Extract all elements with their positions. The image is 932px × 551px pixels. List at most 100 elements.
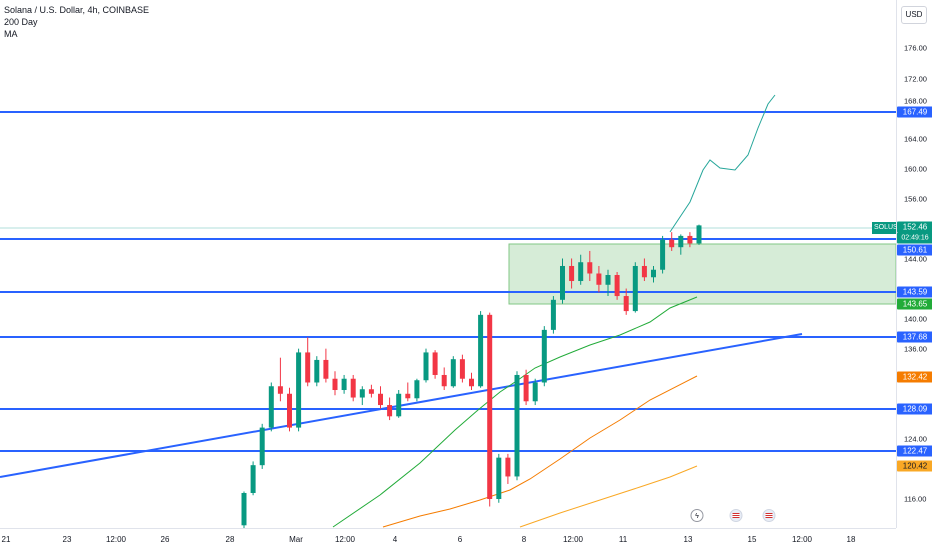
ma-yellow-badge: 120.42 — [897, 460, 932, 472]
candle-body — [550, 299, 556, 330]
candle-body — [523, 374, 529, 402]
consolidation-range-box — [508, 243, 896, 305]
candle-body — [578, 262, 584, 282]
candle-body — [296, 352, 302, 428]
candle-body — [432, 352, 438, 375]
ma-green-badge: 143.65 — [897, 298, 932, 310]
candle-body — [614, 275, 620, 297]
candle-body — [487, 314, 493, 499]
time-tick: 6 — [457, 535, 463, 544]
price-tick: 168.00 — [904, 96, 927, 106]
candle-body — [368, 389, 374, 394]
price-tick: 172.00 — [904, 74, 927, 84]
candle-body — [378, 393, 383, 406]
currency-button[interactable]: USD — [901, 6, 927, 24]
ma-orange-line — [382, 375, 698, 528]
candle-body — [259, 427, 265, 466]
candle-body — [469, 378, 474, 387]
time-tick: 12:00 — [562, 535, 584, 544]
candle-body — [277, 386, 283, 394]
indicator-label-ma[interactable]: MA — [4, 29, 18, 39]
time-tick: 15 — [747, 535, 757, 544]
projection-line — [669, 94, 776, 233]
price-badge-137: 137.68 — [897, 331, 932, 343]
us-flag-icon[interactable] — [729, 509, 743, 522]
candle-body — [541, 329, 547, 383]
time-tick: Mar — [289, 535, 303, 544]
time-tick: 12:00 — [105, 535, 127, 544]
candle-body — [459, 359, 465, 379]
time-tick: 11 — [618, 535, 628, 544]
price-chart[interactable] — [0, 0, 896, 528]
candle-body — [396, 393, 402, 417]
candle-body — [596, 273, 602, 285]
candle-body — [696, 225, 702, 244]
candle-body — [496, 457, 502, 499]
candle-body — [478, 314, 484, 387]
chart-legend: Solana / U.S. Dollar, 4h, COINBASE 200 D… — [4, 4, 149, 40]
time-tick: 8 — [521, 535, 527, 544]
time-tick: 12:00 — [334, 535, 356, 544]
price-tick: 160.00 — [904, 164, 927, 174]
candle-body — [560, 265, 565, 300]
candle-body — [350, 378, 356, 398]
time-tick: 18 — [846, 535, 856, 544]
time-axis[interactable]: 21 23 12:00 26 28 Mar 12:00 4 6 8 12:00 … — [0, 528, 896, 551]
price-axis[interactable]: USD 176.00 172.00 168.00 164.00 160.00 1… — [896, 0, 932, 528]
last-price-badge: 152.46 — [897, 221, 932, 233]
candle-body — [250, 465, 256, 493]
candle-body — [678, 235, 684, 248]
chart-area[interactable]: Solana / U.S. Dollar, 4h, COINBASE 200 D… — [0, 0, 896, 528]
price-badge-150: 150.61 — [897, 244, 932, 256]
candle-body — [414, 380, 420, 399]
candle-body — [514, 374, 520, 477]
candle-body — [241, 492, 247, 526]
candle-body — [314, 359, 320, 383]
price-tick: 164.00 — [904, 134, 927, 144]
indicator-label[interactable]: 200 Day — [4, 17, 38, 27]
symbol-tag: SOLUSD — [872, 222, 896, 234]
price-tick: 144.00 — [904, 254, 927, 264]
price-tick: 136.00 — [904, 344, 927, 354]
candlestick-series — [241, 224, 702, 528]
candle-body — [505, 457, 511, 477]
time-tick: 13 — [683, 535, 693, 544]
time-tick: 4 — [392, 535, 398, 544]
price-tick: 124.00 — [904, 434, 927, 444]
price-tick: 176.00 — [904, 43, 927, 53]
candle-body — [687, 235, 693, 244]
time-tick: 28 — [225, 535, 235, 544]
candle-body — [450, 359, 456, 387]
us-flag-icon[interactable] — [762, 509, 776, 522]
ma-yellow-line — [519, 465, 698, 528]
candle-body — [387, 405, 393, 417]
candle-body — [532, 382, 538, 402]
candle-body — [569, 265, 575, 282]
split-icon[interactable]: ϟ — [690, 509, 704, 522]
price-tick: 156.00 — [904, 194, 927, 204]
candle-body — [405, 393, 411, 399]
candle-body — [651, 269, 656, 278]
price-badge-143: 143.59 — [897, 286, 932, 298]
price-tick: 116.00 — [904, 494, 927, 504]
price-badge-122: 122.47 — [897, 445, 932, 457]
candle-body — [632, 265, 638, 312]
candle-body — [587, 262, 593, 274]
time-tick: 23 — [62, 535, 72, 544]
candle-body — [305, 352, 311, 383]
candle-body — [669, 239, 675, 248]
candle-body — [359, 389, 365, 398]
candle-body — [441, 374, 447, 387]
candle-body — [605, 275, 611, 285]
candle-body — [323, 359, 329, 379]
ma-orange-badge: 132.42 — [897, 371, 932, 383]
time-tick: 26 — [160, 535, 170, 544]
price-badge-128: 128.09 — [897, 403, 932, 415]
countdown-badge: 02:49:16 — [897, 232, 932, 244]
symbol-title[interactable]: Solana / U.S. Dollar, 4h, COINBASE — [4, 5, 150, 15]
candle-body — [660, 239, 666, 270]
price-tick: 140.00 — [904, 314, 927, 324]
candle-body — [341, 378, 347, 391]
candle-body — [641, 265, 647, 278]
candle-body — [287, 393, 292, 428]
